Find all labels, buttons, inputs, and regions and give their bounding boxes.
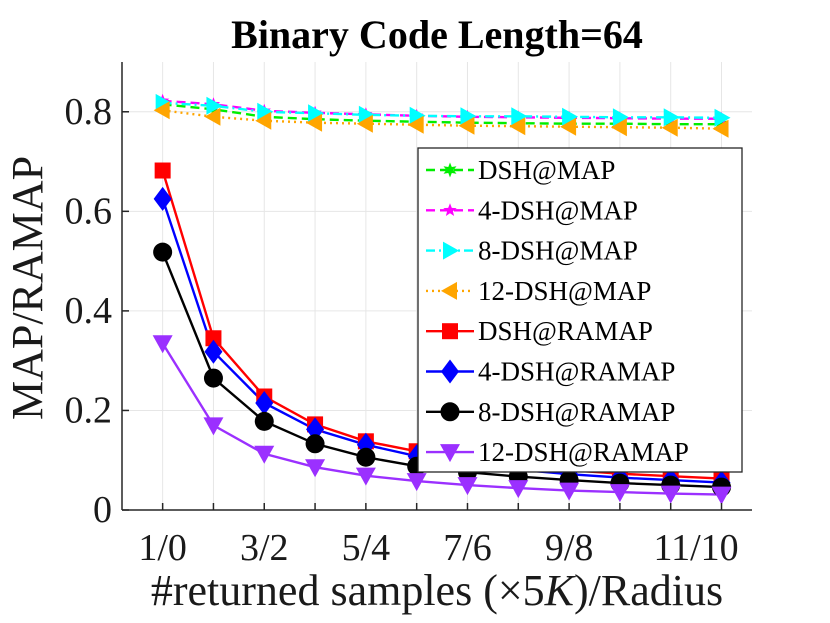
data-point [255,111,272,130]
data-point [356,447,376,467]
data-point [255,390,274,415]
data-point [612,108,629,127]
data-point [458,116,475,135]
y-tick-label: 0.4 [65,290,113,332]
data-point [205,330,222,347]
data-point [306,113,323,132]
x-tick-label: 9/8 [545,527,594,569]
data-point [460,107,477,126]
data-point [204,107,221,126]
series-line-dsh-map [162,103,722,126]
data-point [358,105,375,124]
legend-marker [443,203,457,216]
data-point [152,335,173,354]
data-point [308,104,325,123]
data-point [407,115,424,134]
data-point [406,473,427,492]
legend-box [417,147,743,473]
legend-label: 4-DSH@MAP [478,195,638,225]
x-axis-label-suffix: )/Radius [574,566,723,615]
legend-label: 12-DSH@RAMAP [478,437,689,467]
x-tick-label: 3/2 [240,527,289,569]
x-tick-label: 5/4 [342,527,391,569]
data-point [305,434,325,454]
y-tick-label: 0 [93,489,112,531]
data-point [206,96,223,115]
legend-label: 8-DSH@RAMAP [478,397,675,427]
legend-label: DSH@RAMAP [478,316,653,346]
data-point [560,117,577,136]
legend-label: 4-DSH@RAMAP [478,357,675,387]
axes [121,62,752,511]
data-point [610,118,627,137]
x-tick-label: 11/10 [654,527,739,569]
x-axis-label: #returned samples (×5K)/Radius [151,566,723,615]
data-point [153,186,172,211]
data-point [153,242,173,262]
legend-label: DSH@MAP [478,155,615,185]
data-point [257,102,274,121]
x-axis-label-prefix: #returned samples (×5 [151,566,545,615]
legend-marker [440,444,460,463]
data-point [663,108,680,127]
ticks: 0 0.2 0.4 0.6 0.8 1/0 3/2 5/4 7/6 9/8 11/10 [65,91,739,569]
data-point [254,445,275,464]
data-point [254,411,274,431]
data-point [562,107,579,126]
data-point [356,114,373,133]
y-tick-label: 0.6 [65,190,113,232]
legend-label: 8-DSH@MAP [478,236,638,266]
series-markers [152,93,732,505]
data-point [508,480,529,499]
legend-marker [443,162,457,178]
y-tick-label: 0.8 [65,91,113,133]
legend: DSH@MAP 4-DSH@MAP 8-DSH@MAP 12-DSH@MAP DSH@R… [417,147,743,473]
data-point [409,106,426,125]
data-point [153,101,170,120]
data-point [306,417,325,442]
data-point [609,484,630,503]
y-axis-label: MAP/RAMAP [3,156,52,420]
x-axis-label-var: K [544,566,577,615]
data-point [203,368,223,388]
legend-marker [441,281,457,300]
data-point [714,108,731,127]
legend-marker [443,241,459,260]
data-point [305,459,326,478]
legend-marker [441,359,459,384]
x-tick-label: 7/6 [443,527,492,569]
legend-marker [440,402,460,422]
data-point [204,339,223,364]
data-point [203,417,224,436]
x-tick-label: 1/0 [138,527,187,569]
y-tick-label: 0.2 [65,389,113,431]
data-point [509,117,526,136]
data-point [559,482,580,501]
data-point [661,118,678,137]
data-point [660,485,681,504]
chart-title: Binary Code Length=64 [231,12,643,57]
legend-label: 12-DSH@MAP [478,276,651,306]
series-line-8-dsh-map [162,101,722,119]
data-point [511,107,528,126]
data-point [712,119,729,138]
data-point [711,486,732,505]
data-point [457,477,478,496]
data-point [355,467,376,486]
legend-marker [442,323,458,340]
data-point [154,162,171,179]
series-line-12-dsh-ramap [161,342,722,496]
